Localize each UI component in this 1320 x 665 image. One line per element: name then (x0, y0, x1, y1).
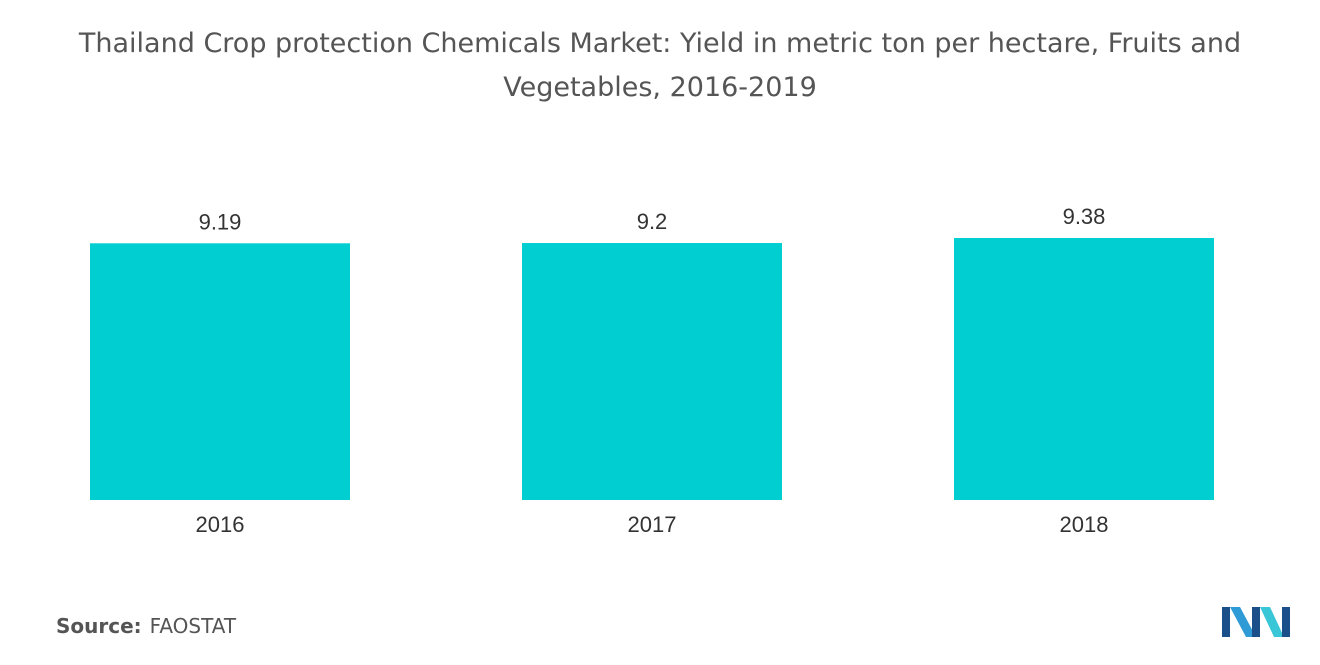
value-label-2018: 9.38 (1063, 204, 1106, 229)
bar-2017 (522, 243, 782, 501)
value-label-2016: 9.19 (199, 209, 242, 234)
x-tick-label-2018: 2018 (1060, 512, 1109, 537)
value-labels-layer: 9.19 9.2 9.38 (199, 204, 1106, 234)
x-tick-label-2016: 2016 (196, 512, 245, 537)
bar-chart: 9.19 9.2 9.38 2016 2017 2018 (90, 204, 1214, 537)
bar-2016 (90, 243, 350, 500)
mordor-intelligence-logo-icon (1222, 607, 1290, 637)
x-tick-label-2017: 2017 (628, 512, 677, 537)
chart-title: Thailand Crop protection Chemicals Marke… (78, 28, 1242, 103)
bars-layer (90, 238, 1214, 501)
bar-2018 (954, 238, 1214, 500)
source-value: FAOSTAT (149, 614, 237, 638)
value-label-2017: 9.2 (637, 209, 668, 234)
source-label: Source: (56, 614, 142, 638)
x-axis-ticks-layer: 2016 2017 2018 (196, 512, 1109, 537)
source-note: Source: FAOSTAT (56, 614, 236, 638)
